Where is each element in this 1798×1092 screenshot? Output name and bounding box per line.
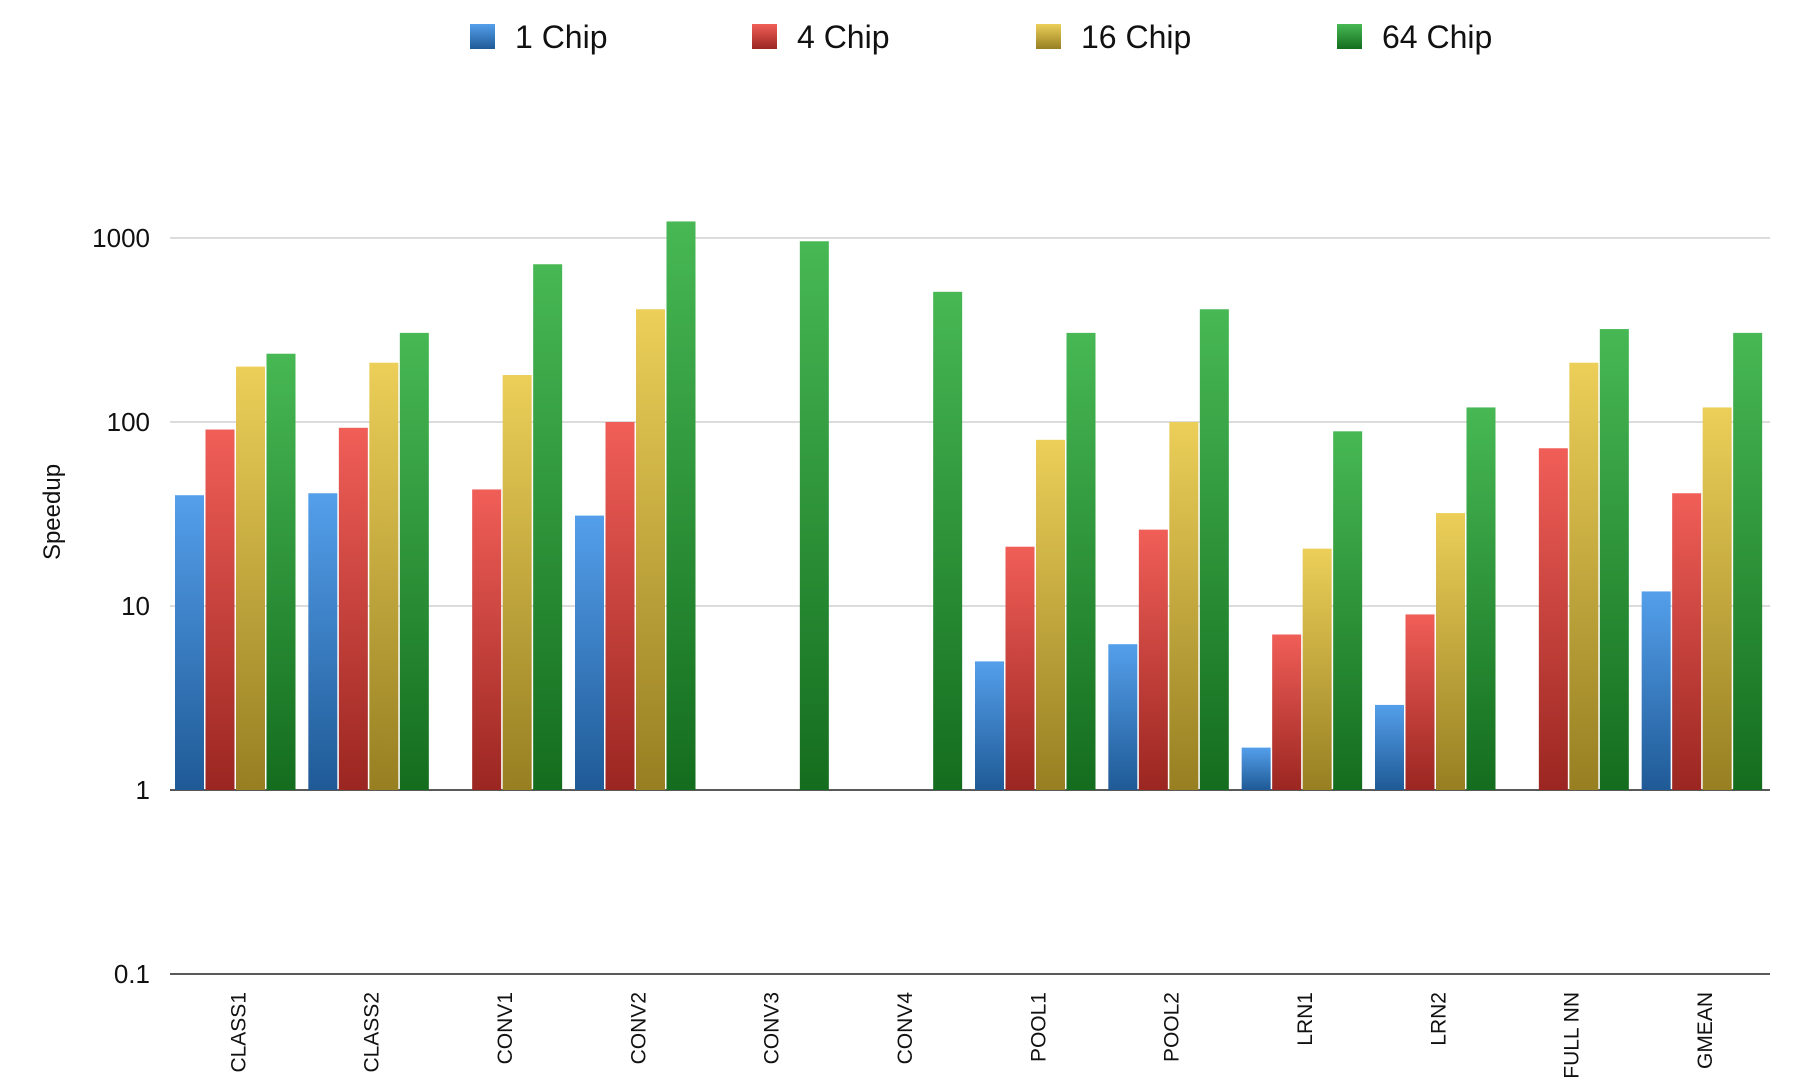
bar-conv1-16-chip: [502, 375, 532, 790]
y-tick-label: 0.1: [114, 959, 150, 989]
y-tick-labels: 0.1 1 10 100 1000: [92, 223, 150, 989]
bar-pool2-64-chip: [1199, 309, 1229, 790]
bar-lrn2-16-chip: [1436, 513, 1465, 790]
bar-pool1-16-chip: [1036, 439, 1065, 790]
bar-conv2-4-chip: [605, 422, 635, 790]
legend: 1 Chip 4 Chip 16 Chip 64 Chip: [470, 19, 1492, 55]
x-tick-label: POOL2: [1161, 992, 1184, 1062]
bar-conv2-64-chip: [666, 221, 696, 790]
legend-label: 64 Chip: [1382, 19, 1492, 55]
bar-lrn2-64-chip: [1466, 407, 1496, 790]
x-tick-labels: CLASS1 CLASS2 CONV1 CONV2 CONV3 CONV4 POOL1 POO…: [227, 992, 1717, 1079]
bar-conv1-4-chip: [472, 489, 502, 790]
legend-label: 4 Chip: [797, 19, 890, 55]
bar-gmean-16-chip: [1702, 407, 1732, 790]
bar-full-nn-16-chip: [1569, 362, 1599, 790]
bar-class2-16-chip: [369, 362, 399, 790]
bar-lrn2-1-chip: [1375, 704, 1404, 790]
gridlines: [170, 237, 1770, 975]
x-tick-label: LRN2: [1427, 992, 1450, 1046]
legend-label: 16 Chip: [1081, 19, 1191, 55]
y-tick-label: 1000: [92, 223, 150, 253]
bar-gmean-1-chip: [1641, 591, 1671, 790]
x-tick-label: LRN1: [1294, 992, 1317, 1046]
bar-class2-4-chip: [338, 427, 368, 790]
bar-conv1-64-chip: [533, 264, 563, 790]
x-tick-label: CONV3: [761, 992, 784, 1064]
bar-class1-16-chip: [236, 366, 265, 790]
bar-lrn2-4-chip: [1405, 614, 1435, 790]
legend-swatch: [752, 24, 777, 49]
bar-pool1-4-chip: [1005, 546, 1035, 790]
legend-swatch: [1036, 24, 1061, 49]
x-tick-label: CLASS2: [361, 992, 384, 1073]
x-tick-label: CONV1: [494, 992, 517, 1064]
bar-class1-64-chip: [266, 353, 296, 790]
bar-conv3-64-chip: [799, 241, 829, 791]
bar-class1-4-chip: [205, 429, 235, 790]
bar-full-nn-4-chip: [1538, 448, 1568, 790]
bars: [175, 221, 1763, 791]
legend-label: 1 Chip: [515, 19, 608, 55]
bar-full-nn-64-chip: [1599, 329, 1629, 790]
x-tick-label: CONV2: [627, 992, 650, 1064]
x-tick-label: CLASS1: [227, 992, 250, 1073]
bar-lrn1-4-chip: [1272, 634, 1302, 790]
x-tick-label: CONV4: [894, 992, 917, 1065]
bar-gmean-64-chip: [1733, 332, 1763, 790]
bar-class1-1-chip: [175, 495, 204, 790]
bar-lrn1-64-chip: [1333, 431, 1363, 790]
bar-pool2-4-chip: [1138, 529, 1168, 790]
bar-conv2-16-chip: [636, 309, 665, 790]
bar-conv4-64-chip: [933, 291, 963, 790]
x-tick-label: FULL NN: [1561, 992, 1584, 1079]
bar-pool1-1-chip: [975, 661, 1004, 790]
legend-swatch: [1337, 24, 1362, 49]
x-tick-label: POOL1: [1027, 992, 1050, 1062]
bar-pool2-1-chip: [1108, 644, 1138, 790]
bar-lrn1-16-chip: [1302, 548, 1332, 790]
bar-lrn1-1-chip: [1241, 747, 1271, 790]
y-axis-title: Speedup: [39, 464, 66, 560]
bar-pool2-16-chip: [1169, 422, 1199, 790]
bar-class2-64-chip: [399, 332, 429, 790]
x-tick-label: GMEAN: [1694, 992, 1717, 1069]
bar-pool1-64-chip: [1066, 332, 1096, 790]
y-tick-label: 1: [136, 775, 150, 805]
bar-gmean-4-chip: [1672, 493, 1702, 790]
bar-class2-1-chip: [308, 493, 338, 790]
bar-conv2-1-chip: [575, 515, 604, 790]
y-tick-label: 100: [107, 407, 150, 437]
y-tick-label: 10: [121, 591, 150, 621]
legend-swatch: [470, 24, 495, 49]
